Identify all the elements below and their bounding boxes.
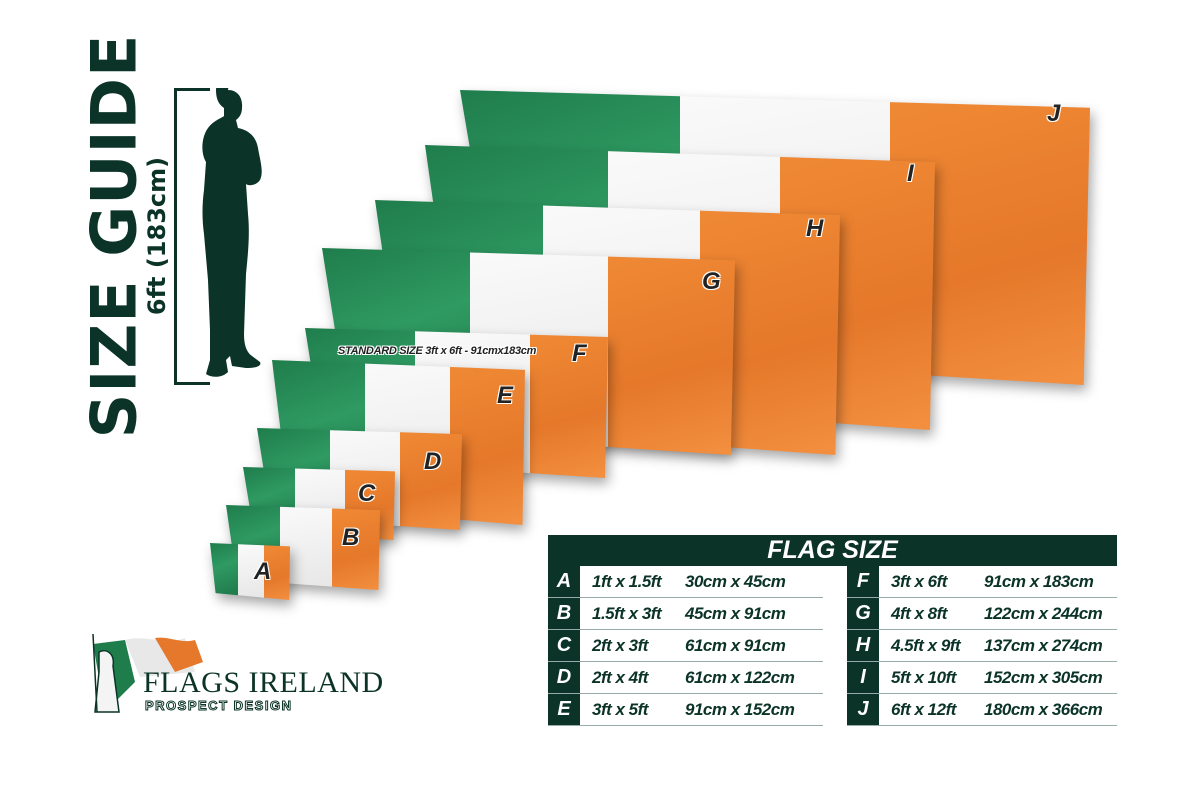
flag-label-g: G bbox=[702, 268, 721, 295]
table-row: C 2ft x 3ft 61cm x 91cm bbox=[548, 630, 823, 662]
flag-label-h: H bbox=[806, 215, 824, 242]
size-feet: 2ft x 3ft bbox=[592, 635, 648, 655]
size-feet: 1.5ft x 3ft bbox=[592, 603, 662, 623]
table-row: J 6ft x 12ft 180cm x 366cm bbox=[847, 694, 1117, 726]
size-feet: 4.5ft x 9ft bbox=[891, 635, 961, 655]
size-letter: E bbox=[548, 694, 580, 725]
size-feet: 2ft x 4ft bbox=[592, 667, 648, 687]
flag-label-f: F bbox=[572, 340, 587, 367]
flag-label-a: A bbox=[254, 558, 272, 585]
flag-label-c: C bbox=[358, 480, 376, 507]
flag-label-b: B bbox=[342, 524, 360, 551]
table-row: B 1.5ft x 3ft 45cm x 91cm bbox=[548, 598, 823, 630]
size-letter: H bbox=[847, 630, 879, 661]
size-cm: 30cm x 45cm bbox=[685, 571, 786, 591]
size-feet: 3ft x 6ft bbox=[891, 571, 947, 591]
size-letter: J bbox=[847, 694, 879, 725]
size-letter: C bbox=[548, 630, 580, 661]
size-letter: F bbox=[847, 566, 879, 597]
size-letter: D bbox=[548, 662, 580, 693]
table-column-right: F 3ft x 6ft 91cm x 183cm G 4ft x 8ft 122cm x … bbox=[847, 566, 1117, 726]
size-cm: 91cm x 183cm bbox=[984, 571, 1094, 591]
flags-ireland-logo: FLAGS IRELAND PROSPECT DESIGN bbox=[85, 632, 395, 717]
size-cm: 61cm x 122cm bbox=[685, 667, 795, 687]
person-silhouette-icon bbox=[202, 88, 262, 377]
size-letter: G bbox=[847, 598, 879, 629]
table-row: F 3ft x 6ft 91cm x 183cm bbox=[847, 566, 1117, 598]
table-column-left: A 1ft x 1.5ft 30cm x 45cm B 1.5ft x 3ft 45cm … bbox=[548, 566, 823, 726]
size-feet: 4ft x 8ft bbox=[891, 603, 947, 623]
flag-label-e: E bbox=[497, 382, 514, 409]
table-row: D 2ft x 4ft 61cm x 122cm bbox=[548, 662, 823, 694]
height-label: 6ft (183cm) bbox=[143, 156, 171, 316]
table-header: FLAG SIZE bbox=[548, 535, 1117, 566]
size-cm: 45cm x 91cm bbox=[685, 603, 786, 623]
flag-a bbox=[210, 543, 290, 600]
flag-label-d: D bbox=[424, 448, 442, 475]
size-cm: 152cm x 305cm bbox=[984, 667, 1103, 687]
size-letter: I bbox=[847, 662, 879, 693]
logo-tagline: PROSPECT DESIGN bbox=[144, 698, 293, 714]
size-feet: 6ft x 12ft bbox=[891, 699, 956, 719]
table-row: H 4.5ft x 9ft 137cm x 274cm bbox=[847, 630, 1117, 662]
flag-label-j: J bbox=[1047, 100, 1061, 127]
size-cm: 91cm x 152cm bbox=[685, 699, 795, 719]
size-feet: 3ft x 5ft bbox=[592, 699, 648, 719]
size-feet: 5ft x 10ft bbox=[891, 667, 956, 687]
size-feet: 1ft x 1.5ft bbox=[592, 571, 662, 591]
logo-name: FLAGS IRELAND bbox=[143, 666, 384, 699]
height-bracket bbox=[174, 88, 210, 385]
flag-size-table: FLAG SIZE A 1ft x 1.5ft 30cm x 45cm B 1.5ft … bbox=[548, 535, 1117, 726]
table-row: I 5ft x 10ft 152cm x 305cm bbox=[847, 662, 1117, 694]
size-cm: 137cm x 274cm bbox=[984, 635, 1103, 655]
logo-emblem-icon bbox=[92, 633, 203, 713]
size-letter: A bbox=[548, 566, 580, 597]
size-cm: 122cm x 244cm bbox=[984, 603, 1103, 623]
size-cm: 180cm x 366cm bbox=[984, 699, 1103, 719]
standard-size-note: STANDARD SIZE 3ft x 6ft - 91cmx183cm bbox=[338, 345, 537, 357]
table-row: A 1ft x 1.5ft 30cm x 45cm bbox=[548, 566, 823, 598]
table-row: G 4ft x 8ft 122cm x 244cm bbox=[847, 598, 1117, 630]
size-letter: B bbox=[548, 598, 580, 629]
table-row: E 3ft x 5ft 91cm x 152cm bbox=[548, 694, 823, 726]
page-title: SIZE GUIDE bbox=[77, 33, 151, 439]
size-cm: 61cm x 91cm bbox=[685, 635, 786, 655]
flag-label-i: I bbox=[907, 160, 914, 187]
